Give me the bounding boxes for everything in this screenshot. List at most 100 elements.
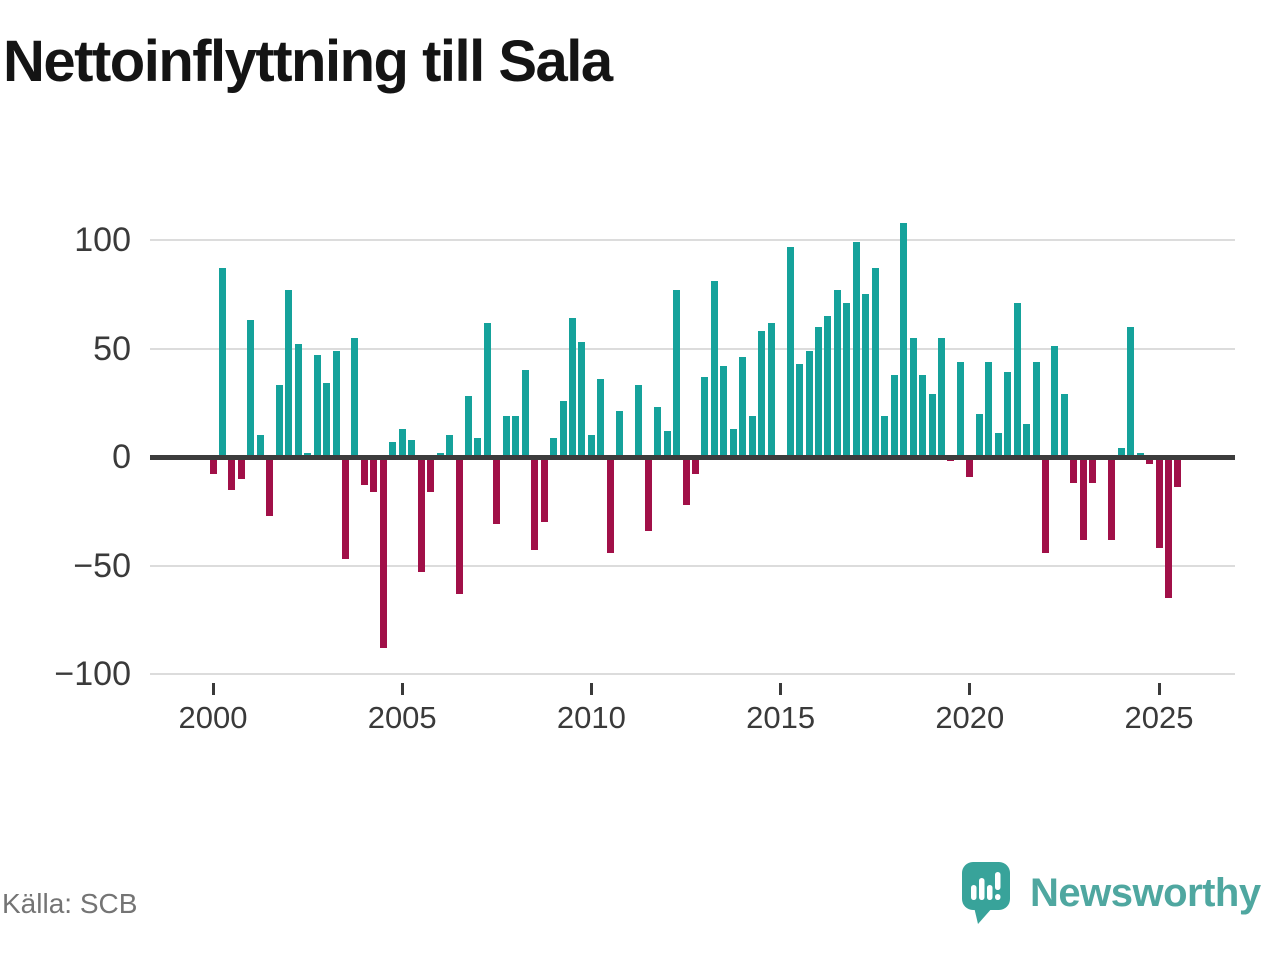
bar: [682, 457, 690, 505]
bar: [313, 355, 321, 457]
bar: [209, 457, 217, 475]
x-axis-label: 2015: [746, 700, 816, 735]
bar: [493, 457, 501, 525]
bar: [909, 337, 917, 457]
y-axis-label: 0: [112, 438, 131, 476]
bar: [531, 457, 539, 551]
bar: [540, 457, 548, 523]
bar: [597, 378, 605, 457]
bar: [919, 374, 926, 457]
bar: [521, 370, 529, 457]
bar: [928, 394, 936, 457]
bar: [1013, 302, 1021, 457]
bar: [739, 357, 747, 457]
bar: [294, 344, 302, 457]
bar: [900, 222, 908, 457]
bar: [455, 457, 463, 594]
x-axis-tick: [400, 683, 404, 695]
bar: [852, 242, 860, 457]
bar: [370, 457, 378, 492]
bar: [729, 428, 737, 457]
bar: [1174, 457, 1182, 488]
bar: [805, 350, 813, 457]
bar: [1089, 457, 1097, 483]
bar: [966, 457, 974, 477]
bar: [389, 441, 397, 457]
bar: [247, 320, 255, 457]
bar: [663, 431, 671, 457]
bar: [1108, 457, 1116, 540]
bar: [237, 457, 245, 479]
bar: [569, 318, 576, 457]
bar: [1042, 457, 1049, 553]
bar: [502, 415, 510, 457]
bar: [559, 400, 567, 457]
x-axis-tick: [589, 683, 593, 695]
bar: [890, 374, 898, 457]
bar: [701, 376, 709, 457]
zero-line: [150, 454, 1235, 460]
bar: [578, 342, 586, 457]
bar: [512, 415, 520, 457]
bar: [1004, 372, 1012, 457]
bar: [219, 268, 226, 457]
bar: [550, 437, 558, 457]
bar: [266, 457, 274, 516]
bar: [814, 326, 822, 457]
y-axis-label: 100: [74, 221, 131, 259]
bar: [427, 457, 435, 492]
bar: [1155, 457, 1163, 549]
bar: [228, 457, 236, 490]
bar: [786, 246, 794, 457]
bar-chart-speech-bubble-icon: [962, 862, 1010, 924]
bar: [587, 435, 595, 457]
bar: [710, 281, 718, 457]
bar: [985, 361, 993, 457]
bar: [616, 411, 624, 457]
y-axis-label: −50: [73, 546, 131, 585]
bar: [824, 316, 832, 457]
bar: [937, 337, 945, 457]
y-axis-label: −100: [54, 655, 131, 693]
x-axis-label: 2005: [367, 700, 437, 735]
bar: [871, 268, 879, 457]
bar: [464, 396, 472, 457]
bar: [1023, 424, 1031, 457]
x-axis-label: 2000: [178, 700, 248, 735]
bar: [446, 435, 453, 457]
bar: [606, 457, 614, 553]
x-axis-tick: [211, 683, 215, 695]
bar: [1070, 457, 1078, 483]
bar: [673, 289, 680, 457]
x-axis-tick: [779, 683, 783, 695]
bar: [796, 363, 803, 457]
gridline: [150, 673, 1235, 675]
bar: [1060, 394, 1068, 457]
bar: [1146, 457, 1153, 464]
bar: [635, 385, 643, 457]
y-axis-label: 50: [93, 329, 131, 368]
bar: [862, 294, 870, 458]
chart-title: Nettoinflyttning till Sala: [3, 29, 613, 94]
bar: [767, 322, 775, 457]
x-axis-label: 2020: [935, 700, 1005, 735]
bar: [256, 435, 264, 457]
bar: [1117, 448, 1125, 457]
bar: [975, 413, 983, 457]
bar: [275, 385, 283, 457]
newsworthy-logo[interactable]: Newsworthy: [960, 860, 1280, 930]
bar: [644, 457, 652, 531]
bar: [1079, 457, 1087, 540]
bar: [1165, 457, 1172, 598]
bar: [483, 322, 491, 457]
bar: [1127, 326, 1135, 457]
bar: [881, 415, 889, 457]
bar: [720, 365, 728, 457]
bar: [833, 289, 841, 457]
bar: [758, 331, 766, 457]
bar: [379, 457, 387, 648]
gridline: [150, 239, 1235, 241]
bar: [1032, 361, 1040, 457]
